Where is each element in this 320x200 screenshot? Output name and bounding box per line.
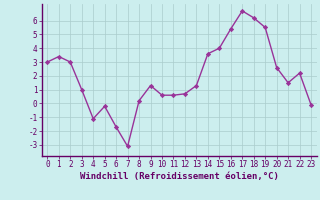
X-axis label: Windchill (Refroidissement éolien,°C): Windchill (Refroidissement éolien,°C) xyxy=(80,172,279,181)
